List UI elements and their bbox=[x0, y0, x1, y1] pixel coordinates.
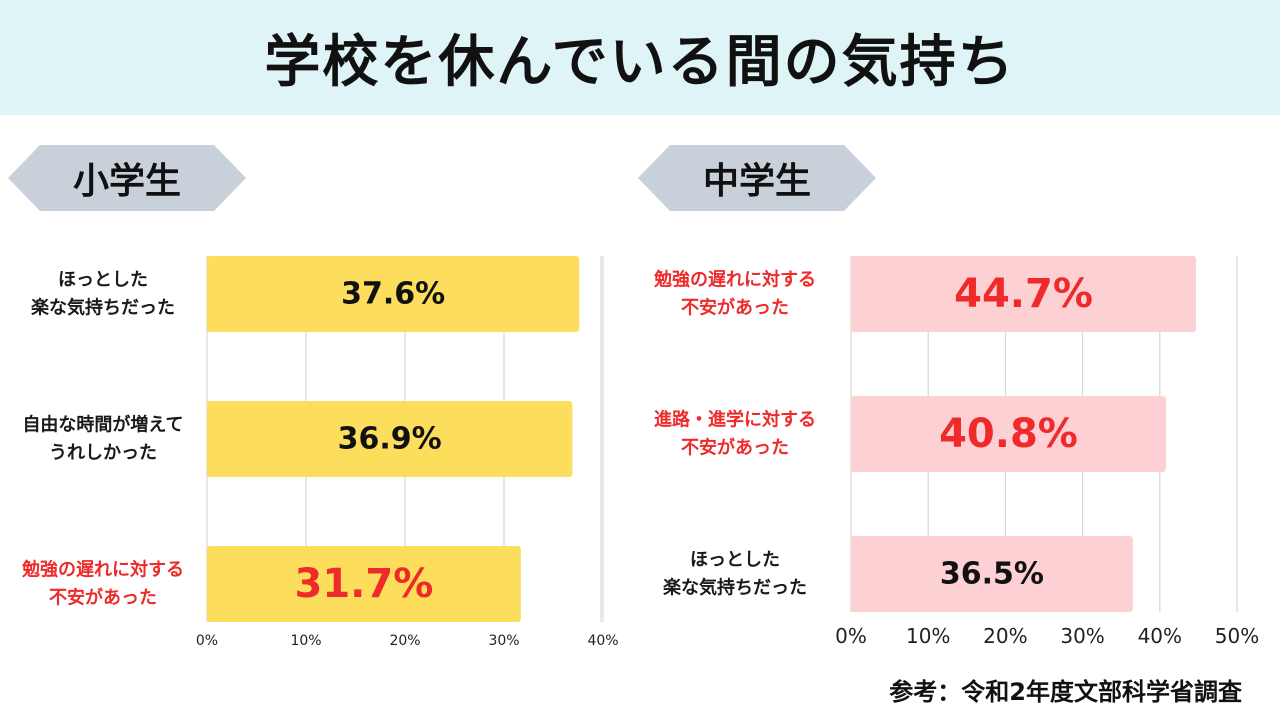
jr-tick-label: 10% bbox=[906, 624, 950, 648]
source-note: 参考：令和2年度文部科学省調査 bbox=[889, 678, 1242, 706]
jr-tick-label: 0% bbox=[835, 624, 867, 648]
jr-category-label: 不安があった bbox=[681, 297, 789, 319]
jr-tick-label: 40% bbox=[1138, 624, 1182, 648]
elem-tick-label: 40% bbox=[587, 633, 618, 649]
elem-data-label: 37.6% bbox=[341, 277, 445, 312]
jr-category-label: 進路・進学に対する bbox=[654, 409, 816, 431]
title-band: 学校を休んでいる間の気持ち bbox=[0, 0, 1280, 115]
elem-category-label: 楽な気持ちだった bbox=[31, 297, 175, 319]
elem-data-label: 36.9% bbox=[338, 422, 442, 457]
jr-category-label: 不安があった bbox=[681, 437, 789, 459]
elem-tick-label: 0% bbox=[196, 633, 218, 649]
jr-category-label: 楽な気持ちだった bbox=[663, 577, 807, 599]
elem-data-label: 31.7% bbox=[295, 561, 434, 607]
jr-data-label: 40.8% bbox=[939, 411, 1078, 457]
jr-category-label: ほっとした bbox=[690, 550, 780, 571]
elementary-label: 小学生 bbox=[8, 145, 246, 211]
elem-bar bbox=[207, 256, 580, 332]
jr-data-label: 44.7% bbox=[954, 271, 1093, 317]
jr-tick-label: 30% bbox=[1060, 624, 1104, 648]
elem-category-label: 勉強の遅れに対する bbox=[21, 559, 184, 581]
elem-category-label: ほっとした bbox=[58, 270, 148, 291]
juniorhigh-label: 中学生 bbox=[638, 145, 876, 211]
page-title: 学校を休んでいる間の気持ち bbox=[264, 30, 1016, 95]
jr-data-label: 36.5% bbox=[940, 557, 1044, 592]
elem-bar bbox=[207, 546, 521, 622]
jr-bar bbox=[851, 536, 1133, 612]
elem-tick-label: 30% bbox=[488, 633, 519, 649]
jr-tick-label: 20% bbox=[983, 624, 1027, 648]
elem-tick-label: 10% bbox=[290, 633, 321, 649]
elem-category-label: 不安があった bbox=[49, 587, 157, 609]
jr-bar bbox=[851, 256, 1197, 332]
elem-category-label: うれしかった bbox=[49, 443, 157, 464]
jr-bar bbox=[851, 396, 1166, 472]
elem-bar bbox=[207, 401, 573, 477]
jr-tick-label: 50% bbox=[1215, 624, 1259, 648]
elem-tick-label: 20% bbox=[389, 633, 420, 649]
jr-category-label: 勉強の遅れに対する bbox=[653, 269, 816, 291]
elem-category-label: 自由な時間が増えて bbox=[22, 414, 183, 436]
